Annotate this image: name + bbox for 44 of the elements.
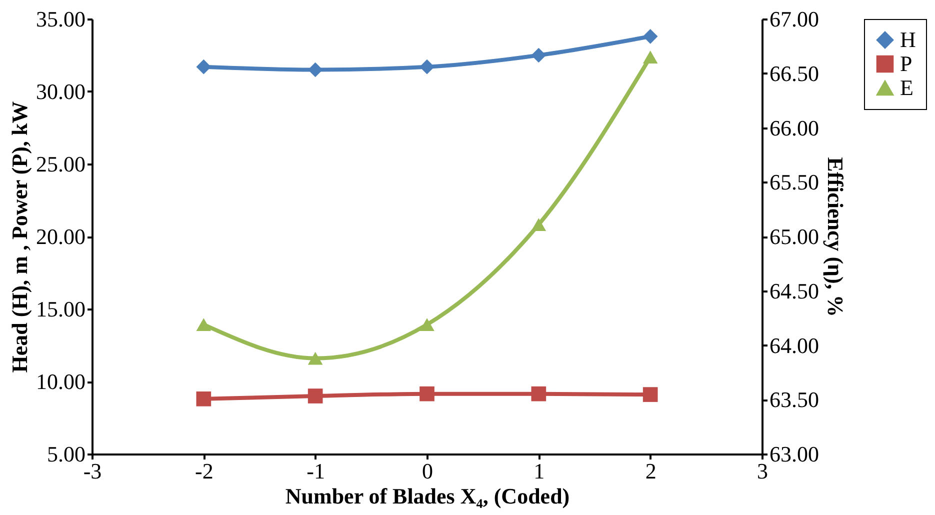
point (531, 48, 546, 63)
point (308, 388, 323, 404)
y-tick-label: 35.00 (36, 6, 86, 32)
y2-tick-label: 63.50 (770, 387, 819, 412)
y2-tick-label: 66.00 (770, 115, 819, 140)
x-tick-label: -3 (83, 458, 102, 484)
y-tick-label: 10.00 (36, 369, 86, 394)
point (308, 352, 323, 365)
x-tick-label: 2 (645, 458, 656, 484)
y2-tick-label: 65.00 (770, 224, 819, 249)
x-tick-label: 1 (534, 458, 545, 484)
x-tick-label: 3 (757, 458, 768, 484)
point (420, 318, 434, 332)
x-tick-label: -1 (306, 458, 325, 484)
point (420, 386, 434, 402)
point (642, 28, 658, 44)
y2-tick-label: 63.00 (770, 442, 819, 466)
point (196, 391, 212, 406)
y-tick-label: 15.00 (36, 296, 86, 322)
point (642, 50, 658, 64)
point (420, 59, 434, 74)
legend-label: P (900, 51, 912, 76)
y2-tick-label: 64.00 (770, 332, 819, 358)
y2-tick-label: 67.00 (770, 6, 819, 32)
y2-axis-title: Efficiency (η), % (823, 157, 848, 317)
point (308, 62, 323, 78)
y-axis-title: Head (H), m , Power (P), kW (7, 101, 32, 373)
x-tick-label: 0 (422, 458, 433, 484)
point (196, 318, 212, 332)
x-tick-label: -2 (195, 458, 214, 484)
y2-tick-label: 66.50 (770, 60, 819, 86)
legend-label: H (900, 27, 916, 52)
x-axis-title: Number of Blades X₄, (Coded) (285, 484, 570, 508)
y2-tick-label: 65.50 (770, 170, 819, 195)
point (531, 218, 546, 231)
y-tick-label: 30.00 (36, 79, 86, 104)
point (531, 386, 546, 402)
y-tick-label: 20.00 (36, 224, 86, 249)
point (642, 387, 658, 402)
y2-tick-label: 64.50 (770, 278, 819, 304)
legend-label: E (900, 75, 914, 100)
y-tick-label: 5.00 (47, 442, 86, 466)
point (196, 59, 212, 74)
y-tick-label: 25.00 (36, 152, 86, 176)
